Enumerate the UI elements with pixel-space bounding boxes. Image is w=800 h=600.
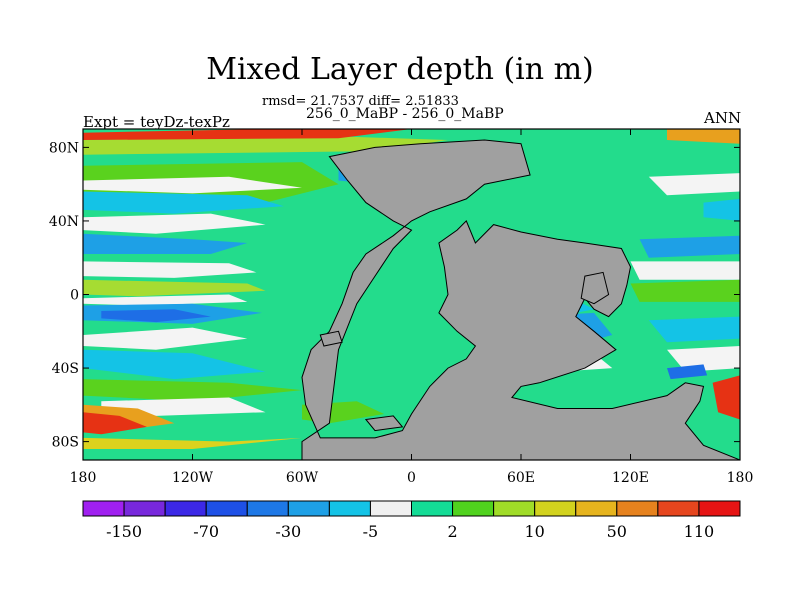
colorbar-tick-label: -30 bbox=[275, 522, 301, 541]
season-label: ANN bbox=[704, 109, 742, 127]
y-tick-label: 0 bbox=[70, 288, 79, 304]
field-patch bbox=[83, 349, 266, 380]
colorbar-swatch bbox=[164, 500, 207, 517]
field-patch bbox=[712, 375, 740, 420]
field-patch bbox=[83, 327, 248, 350]
colorbar-tick-label: 2 bbox=[447, 522, 457, 541]
experiment-pair-label: 256_0_MaBP - 256_0_MaBP bbox=[306, 106, 504, 122]
colorbar-swatch bbox=[369, 500, 412, 517]
x-tick-label: 120E bbox=[612, 470, 649, 486]
field-patch bbox=[83, 191, 284, 214]
colorbar-swatch bbox=[287, 500, 330, 517]
x-tick-label: 120W bbox=[172, 470, 214, 486]
field-patch bbox=[639, 235, 740, 258]
field-patch bbox=[83, 379, 302, 402]
colorbar-swatch bbox=[657, 500, 700, 517]
y-tick-label: 40S bbox=[52, 361, 79, 377]
x-tick-label: 60E bbox=[507, 470, 535, 486]
colorbar-swatch bbox=[575, 500, 618, 517]
y-tick-label: 80N bbox=[49, 140, 79, 156]
field-patch bbox=[83, 136, 448, 155]
field-patch bbox=[648, 316, 740, 343]
x-tick-label: 0 bbox=[407, 470, 416, 486]
colorbar-swatch bbox=[123, 500, 166, 517]
field-patch bbox=[83, 176, 302, 194]
field-patch bbox=[83, 412, 147, 435]
colorbar-swatch bbox=[698, 500, 741, 517]
colorbar: -150 -70 -30 -5 2 10 50 110 bbox=[82, 500, 741, 541]
colorbar-tick-label: -70 bbox=[193, 522, 219, 541]
colorbar-swatch bbox=[82, 500, 125, 517]
field-patch bbox=[630, 261, 740, 280]
field-patch bbox=[667, 346, 740, 372]
field-patch bbox=[83, 129, 412, 140]
colorbar-swatch bbox=[534, 500, 577, 517]
colorbar-tick-label: 110 bbox=[684, 522, 715, 541]
map-title: Mixed Layer depth (in m) bbox=[206, 52, 594, 87]
field-patch bbox=[667, 364, 708, 380]
experiment-label: Expt = teyDz-texPz bbox=[83, 113, 230, 131]
colorbar-tick-label: -150 bbox=[106, 522, 142, 541]
land-polygon bbox=[580, 271, 610, 305]
rmsd-diff-stats: rmsd= 21.7537 diff= 2.51833 bbox=[262, 94, 459, 109]
colorbar-swatch bbox=[205, 500, 248, 517]
colorbar-swatch bbox=[246, 500, 289, 517]
colorbar-tick-label: 10 bbox=[525, 522, 545, 541]
land-polygon bbox=[319, 330, 343, 347]
y-tick-label: 40N bbox=[49, 214, 79, 230]
field-patch bbox=[630, 279, 740, 302]
field-patch bbox=[83, 437, 302, 449]
colorbar-swatch bbox=[452, 500, 495, 517]
x-tick-label: 180 bbox=[70, 470, 97, 486]
x-tick-label: 180 bbox=[727, 470, 754, 486]
map-axes: 80N 40N 0 40S 80S 180 120W 60W 0 60E 120E 180 bbox=[49, 129, 753, 486]
field-patch bbox=[101, 309, 211, 323]
x-tick-label: 60W bbox=[286, 470, 319, 486]
field-patch bbox=[648, 173, 740, 196]
colorbar-swatch bbox=[411, 500, 454, 517]
field-patch bbox=[703, 198, 740, 221]
colorbar-tick-label: -5 bbox=[363, 522, 379, 541]
field-patch bbox=[83, 233, 248, 254]
colorbar-swatch bbox=[493, 500, 536, 517]
y-tick-label: 80S bbox=[52, 435, 79, 451]
field-patch bbox=[83, 294, 248, 306]
field-patch bbox=[83, 279, 266, 297]
field-patch bbox=[83, 213, 266, 234]
field-patch bbox=[83, 129, 740, 460]
field-patch bbox=[83, 261, 257, 278]
land-mask bbox=[301, 139, 740, 460]
colorbar-tick-label: 50 bbox=[607, 522, 627, 541]
land-polygon bbox=[301, 139, 740, 460]
colorbar-swatch bbox=[616, 500, 659, 517]
field-patch bbox=[667, 129, 740, 144]
land-polygon bbox=[364, 415, 404, 432]
colorbar-swatch bbox=[328, 500, 371, 517]
